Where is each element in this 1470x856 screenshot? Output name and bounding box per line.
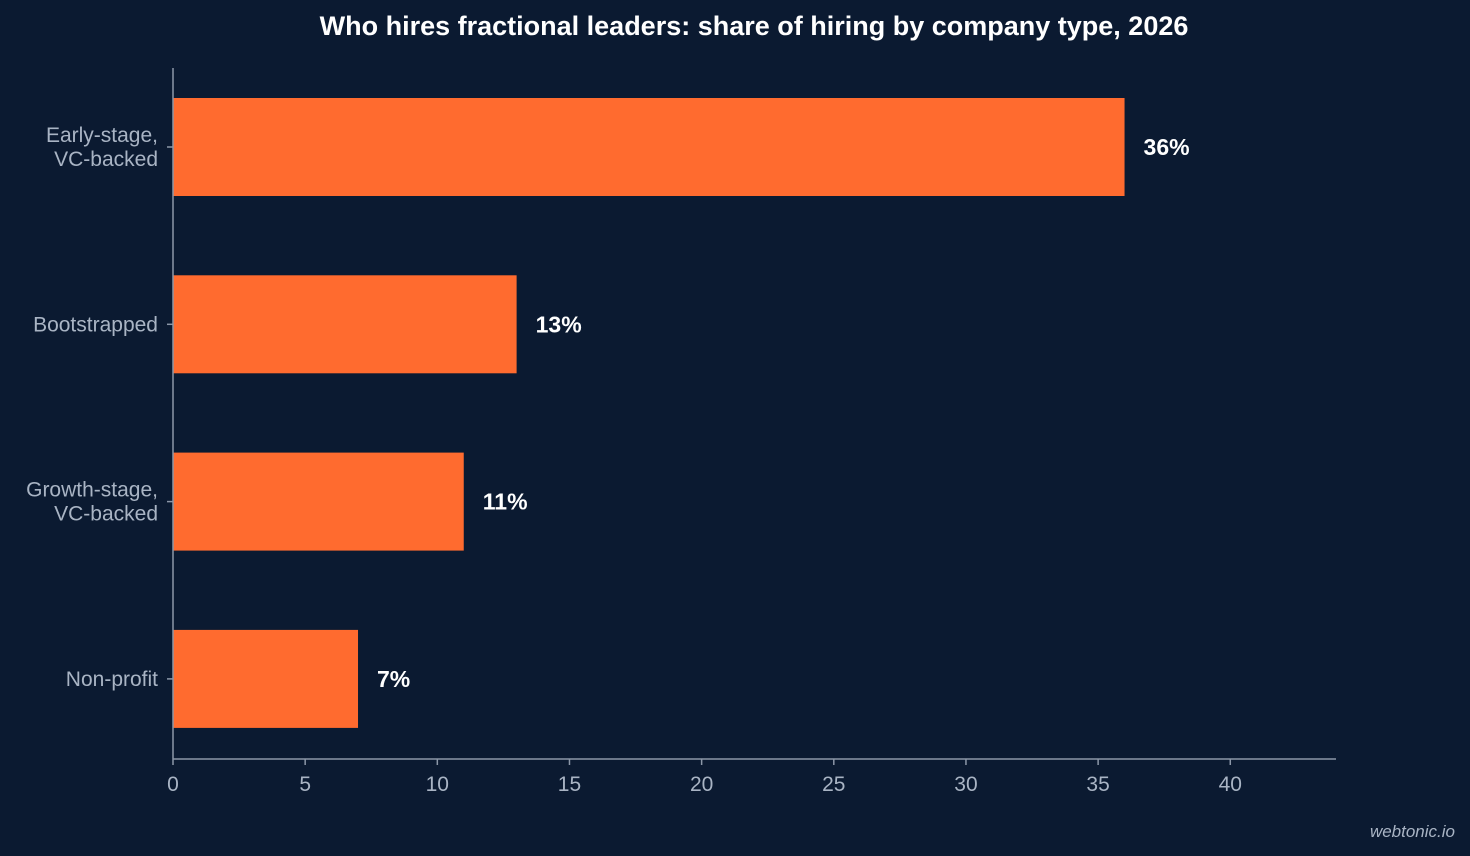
category-label-0-line-0: Early-stage, — [46, 124, 158, 147]
bar-1 — [173, 275, 517, 374]
x-tick-label-5: 25 — [822, 773, 845, 796]
category-label-0-line-1: VC-backed — [54, 148, 158, 171]
bars-group — [173, 98, 1125, 728]
bar-2 — [173, 452, 464, 551]
category-label-2-line-1: VC-backed — [54, 503, 158, 526]
x-tick-label-8: 40 — [1219, 773, 1242, 796]
data-label-1: 13% — [536, 311, 582, 337]
data-label-3: 7% — [377, 666, 410, 692]
category-label-2-line-0: Growth-stage, — [26, 479, 158, 502]
x-tick-label-3: 15 — [558, 773, 581, 796]
category-labels-group: Early-stage,VC-backedBootstrappedGrowth-… — [26, 124, 173, 691]
bar-0 — [173, 98, 1125, 196]
x-axis-ticks-group: 0 5 10 15 20 25 30 35 40 — [167, 759, 1242, 796]
data-label-2: 11% — [483, 489, 528, 515]
x-tick-label-1: 5 — [299, 773, 311, 796]
category-label-3-line-0: Non-profit — [66, 668, 158, 691]
x-tick-label-2: 10 — [426, 773, 449, 796]
x-tick-label-7: 35 — [1086, 773, 1109, 796]
data-label-0: 36% — [1144, 134, 1190, 160]
watermark-text: webtonic.io — [1370, 822, 1455, 841]
data-labels-group: 36% 13% 11% 7% — [377, 134, 1190, 692]
x-tick-label-0: 0 — [167, 773, 179, 796]
category-label-1-line-0: Bootstrapped — [33, 313, 158, 336]
x-tick-label-4: 20 — [690, 773, 713, 796]
bar-3 — [173, 629, 359, 728]
chart-title: Who hires fractional leaders: share of h… — [320, 11, 1189, 41]
x-tick-label-6: 30 — [954, 773, 977, 796]
